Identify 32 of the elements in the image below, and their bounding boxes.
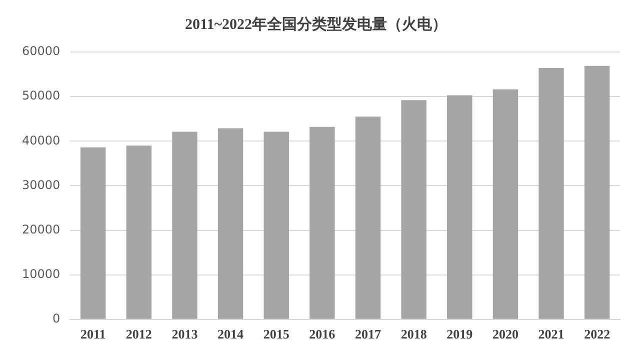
- y-tick-label: 10000: [22, 266, 60, 281]
- x-tick-label: 2021: [538, 326, 564, 342]
- x-tick-label: 2012: [126, 326, 152, 342]
- y-tick-label: 50000: [22, 88, 60, 103]
- y-tick-label: 30000: [22, 178, 60, 192]
- bar: [126, 146, 152, 319]
- y-tick-label: 40000: [22, 133, 60, 148]
- x-tick-label: 2020: [492, 326, 518, 342]
- x-tick-label: 2018: [400, 326, 428, 342]
- x-tick-label: 2017: [354, 326, 382, 342]
- x-tick-label: 2011: [80, 326, 106, 342]
- bar: [218, 128, 244, 319]
- bar: [310, 126, 335, 319]
- x-tick-label: 2016: [309, 326, 336, 342]
- bar: [584, 66, 610, 319]
- bar: [538, 68, 564, 319]
- bar: [401, 100, 426, 319]
- x-tick-label: 2013: [172, 326, 198, 342]
- y-tick-label: 0: [52, 312, 60, 326]
- bar: [447, 95, 472, 319]
- bar: [80, 147, 106, 319]
- x-tick-label: 2022: [584, 326, 610, 342]
- x-tick-label: 2014: [218, 326, 244, 342]
- bar: [172, 132, 198, 319]
- bar: [264, 132, 289, 319]
- x-tick-label: 2015: [263, 326, 290, 342]
- bar: [492, 89, 518, 319]
- chart-title: 2011~2022年全国分类型发电量（火电）: [185, 16, 447, 33]
- y-tick-label: 20000: [22, 222, 60, 236]
- x-tick-label: 2019: [446, 326, 474, 342]
- y-tick-label: 60000: [22, 44, 60, 58]
- bar: [355, 116, 381, 319]
